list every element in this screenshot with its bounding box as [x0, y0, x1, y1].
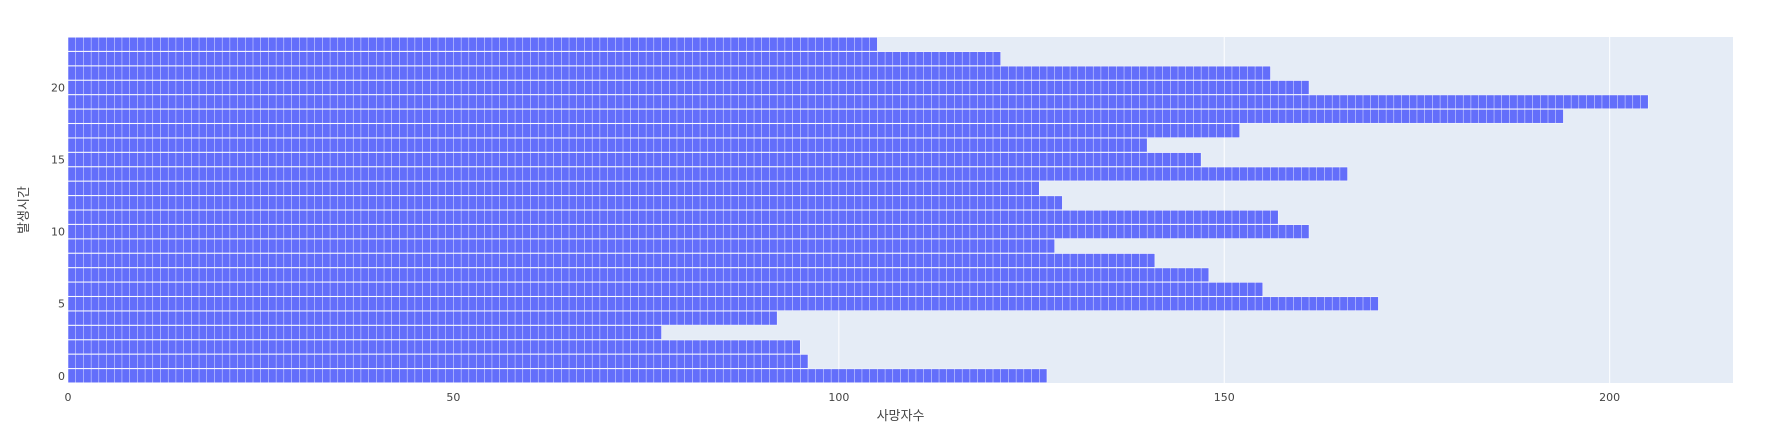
bar-fill: [68, 37, 878, 52]
bar-fill: [68, 94, 1649, 109]
bar-outline: [67, 296, 1379, 311]
bar: [67, 80, 1310, 95]
bar-outline: [67, 267, 1210, 283]
bar-outline: [67, 238, 1055, 254]
x-tick-label: 50: [446, 391, 460, 404]
bar: [67, 253, 1156, 268]
bar: [67, 137, 1148, 153]
bar: [67, 152, 1202, 167]
bar-outline: [67, 224, 1310, 239]
bar: [67, 166, 1348, 182]
y-tick-label: 5: [58, 298, 65, 311]
bar-outline: [67, 253, 1156, 268]
bar: [67, 310, 778, 326]
bar: [67, 195, 1063, 210]
bar: [67, 109, 1564, 124]
bar: [67, 368, 1048, 383]
bar: [67, 224, 1310, 239]
bar-outline: [67, 51, 1001, 66]
bar-outline: [67, 166, 1348, 182]
bar-fill: [68, 80, 1310, 95]
bar-outline: [67, 109, 1564, 124]
bar: [67, 267, 1210, 283]
bar: [67, 210, 1279, 225]
plot-area: [68, 37, 1733, 383]
y-axis-title: 발생시간: [17, 186, 32, 234]
bar-fill: [68, 368, 1047, 383]
bar-outline: [67, 181, 1040, 196]
y-tick-label: 10: [51, 226, 65, 239]
bar-outline: [67, 152, 1202, 167]
bar-fill: [68, 195, 1063, 210]
bar: [67, 51, 1001, 66]
bar-fill: [68, 325, 662, 340]
x-axis-ticks: 0 50 100 150 200: [65, 391, 1621, 404]
bar-outline: [67, 80, 1310, 95]
bar: [67, 123, 1240, 138]
bar-outline: [67, 123, 1240, 138]
bar-outline: [67, 368, 1048, 383]
bar-outline: [67, 325, 662, 340]
bar: [67, 65, 1271, 81]
bar-outline: [67, 137, 1148, 153]
y-tick-label: 15: [51, 154, 65, 167]
bar-fill: [68, 340, 801, 354]
bar: [67, 181, 1040, 196]
bar-outline: [67, 354, 809, 369]
bar: [67, 325, 662, 340]
bar: [67, 94, 1649, 110]
bar-outline: [67, 282, 1264, 297]
bar-fill: [68, 152, 1202, 167]
x-axis-title: 사망자수: [877, 409, 925, 424]
bar-fill: [68, 282, 1263, 297]
bar: [67, 282, 1264, 297]
bar: [67, 37, 878, 52]
bars: [67, 37, 1649, 383]
x-tick-label: 200: [1599, 391, 1620, 404]
y-tick-label: 20: [51, 81, 65, 94]
bar: [67, 238, 1055, 254]
bar-outline: [67, 339, 801, 355]
bar-outline: [67, 210, 1279, 225]
bar-outline: [67, 195, 1063, 210]
y-tick-label: 0: [58, 370, 65, 383]
y-axis-ticks: 0 5 10 15 20: [51, 81, 65, 382]
bar-fill: [68, 253, 1155, 268]
x-tick-label: 100: [828, 391, 849, 404]
bar-outline: [67, 310, 778, 326]
x-tick-label: 0: [65, 391, 72, 404]
bar-fill: [68, 224, 1310, 239]
bar-outline: [67, 94, 1649, 110]
bar-fill: [68, 210, 1279, 225]
grid-lines: [452, 37, 1611, 383]
bar-outline: [67, 37, 878, 52]
bar-fill: [68, 51, 1001, 66]
bar: [67, 354, 809, 369]
bar: [67, 296, 1379, 311]
x-tick-label: 150: [1214, 391, 1235, 404]
bar: [67, 339, 801, 355]
bar-outline: [67, 65, 1271, 81]
